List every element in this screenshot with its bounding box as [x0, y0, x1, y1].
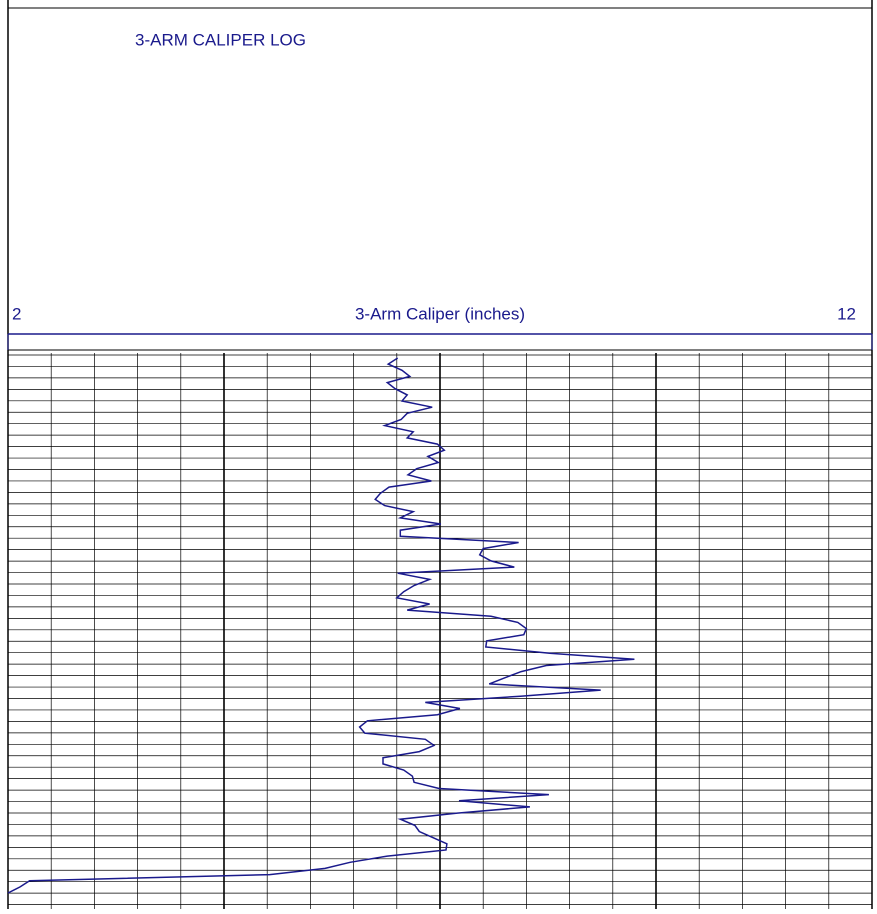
plot: [7, 357, 635, 894]
caliper-curve: [7, 357, 635, 894]
x-axis-label: 3-Arm Caliper (inches): [355, 304, 525, 323]
x-tick-label: 2: [12, 304, 21, 323]
grid: [8, 353, 872, 909]
x-tick-label: 12: [837, 304, 856, 323]
chart-title: 3-ARM CALIPER LOG: [135, 30, 306, 49]
